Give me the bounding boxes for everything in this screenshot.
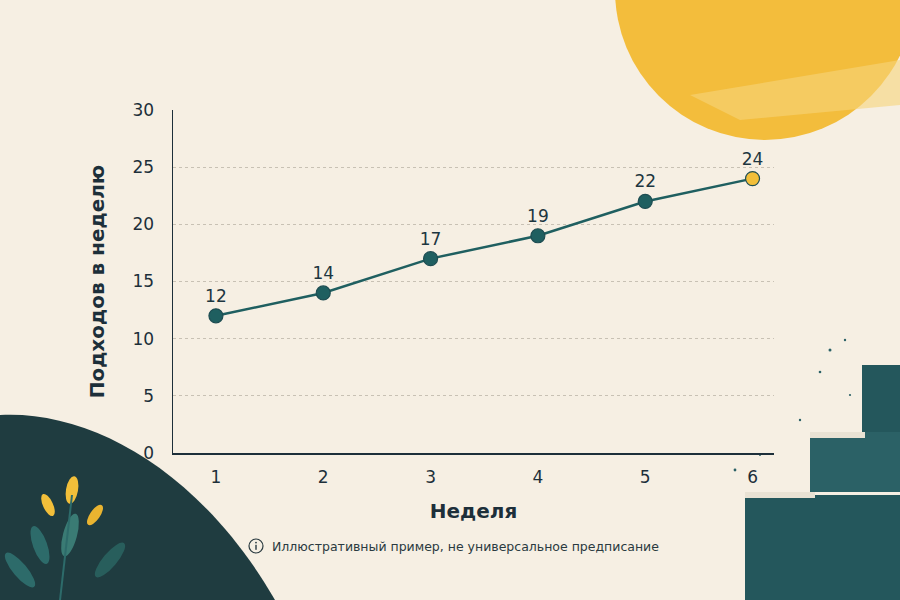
svg-text:3: 3 <box>425 467 436 487</box>
svg-text:5: 5 <box>640 467 651 487</box>
svg-text:1: 1 <box>211 467 222 487</box>
svg-text:14: 14 <box>312 263 334 283</box>
svg-text:24: 24 <box>742 149 764 169</box>
svg-text:4: 4 <box>532 467 543 487</box>
svg-text:19: 19 <box>527 206 549 226</box>
svg-text:10: 10 <box>132 329 154 349</box>
svg-text:22: 22 <box>634 171 656 191</box>
svg-text:Подходов в неделю: Подходов в неделю <box>85 165 109 399</box>
svg-text:20: 20 <box>132 214 154 234</box>
svg-text:Неделя: Неделя <box>430 499 518 523</box>
svg-text:2: 2 <box>318 467 329 487</box>
html-text:Иллюстративный пример, не унив: Иллюстративный пример, не универсальное … <box>272 538 659 554</box>
svg-text:12: 12 <box>205 286 227 306</box>
svg-text:0: 0 <box>143 443 154 463</box>
svg-text:6: 6 <box>747 467 758 487</box>
svg-text:25: 25 <box>132 157 154 177</box>
svg-text:15: 15 <box>132 271 154 291</box>
svg-text:5: 5 <box>143 386 154 406</box>
svg-text:17: 17 <box>420 229 442 249</box>
svg-text:30: 30 <box>132 100 154 120</box>
